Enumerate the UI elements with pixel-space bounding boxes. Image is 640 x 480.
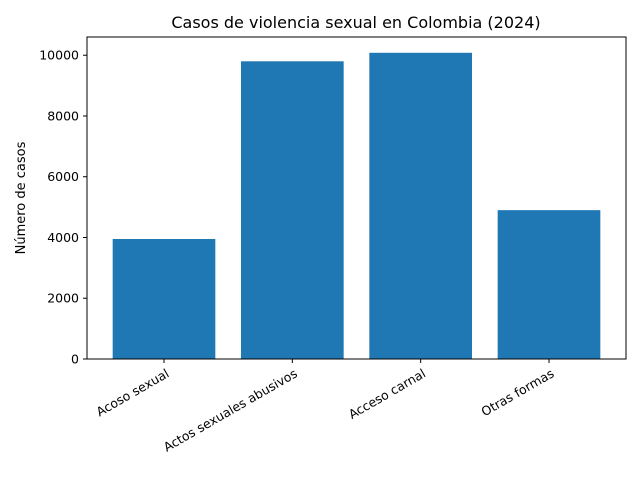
bars-group [112,52,601,360]
x-tick-label: Acceso carnal [346,366,428,422]
bar-3 [369,52,472,359]
y-axis-ticks: 0 2000 4000 6000 8000 10000 [39,48,87,367]
x-tick-label: Actos sexuales abusivos [161,366,300,455]
y-tick-label: 8000 [47,108,79,123]
x-tick-label: Otras formas [479,366,557,420]
y-tick-label: 6000 [47,169,79,184]
x-tick-label: Acoso sexual [93,366,171,420]
y-tick-label: 0 [71,352,79,367]
bar-1 [112,239,216,359]
y-axis-label: Número de casos [14,141,29,254]
plot-frame [86,36,627,360]
chart-title: Casos de violencia sexual en Colombia (2… [171,13,540,32]
y-tick-label: 4000 [47,230,79,245]
bar-2 [241,61,344,360]
bar-4 [497,210,601,359]
y-tick-label: 2000 [47,291,79,306]
y-tick-label: 10000 [39,48,79,63]
